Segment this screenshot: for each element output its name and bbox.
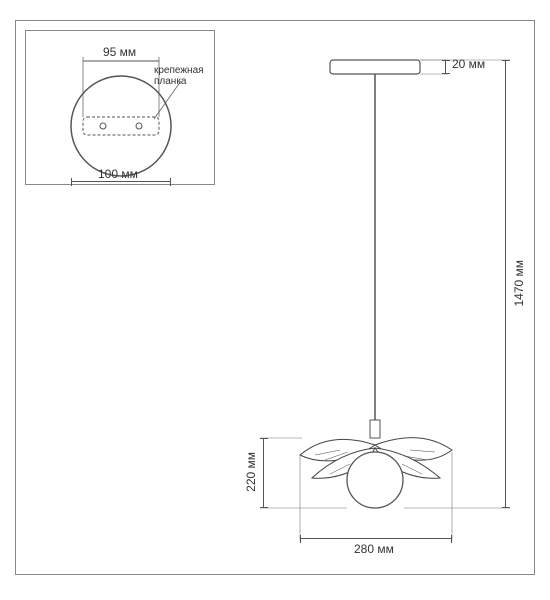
shade-width-label: 280 мм (354, 542, 394, 556)
shade-height-label: 220 мм (244, 452, 258, 492)
shade-height-dim (263, 438, 264, 508)
total-height-label: 1470 мм (512, 260, 526, 307)
total-height-dim (505, 60, 506, 508)
main-diagram (0, 0, 550, 600)
canopy-height-label: 20 мм (452, 57, 485, 71)
shade-width-dim (300, 538, 452, 539)
canopy-height-dim (445, 60, 446, 74)
